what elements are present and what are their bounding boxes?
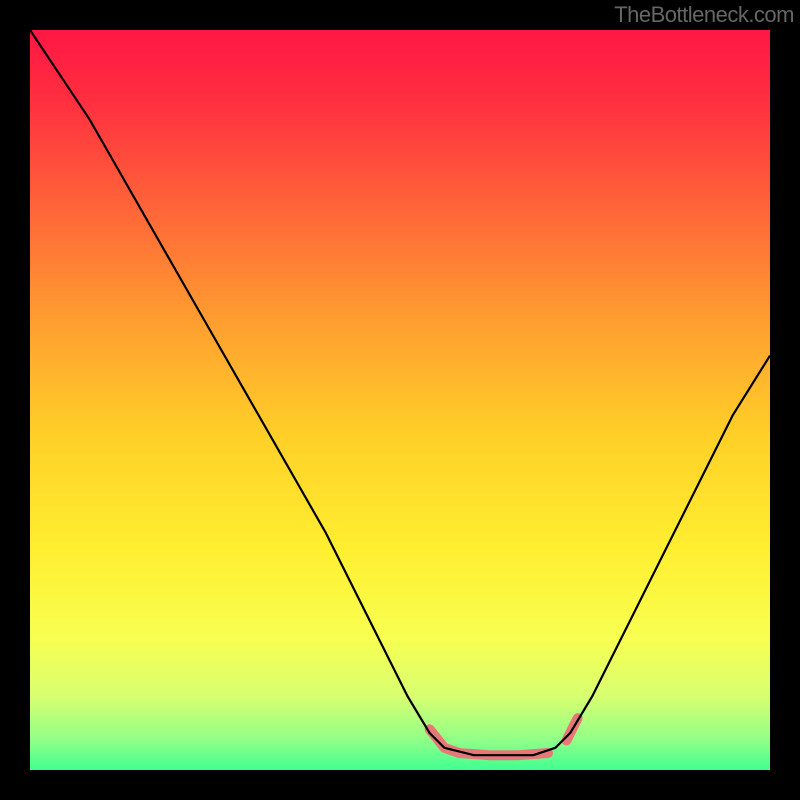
highlight-segment-0 xyxy=(430,729,548,755)
chart-curve-layer xyxy=(30,30,770,770)
bottleneck-curve xyxy=(30,30,770,755)
watermark-text: TheBottleneck.com xyxy=(614,2,794,28)
plot-area xyxy=(30,30,770,770)
